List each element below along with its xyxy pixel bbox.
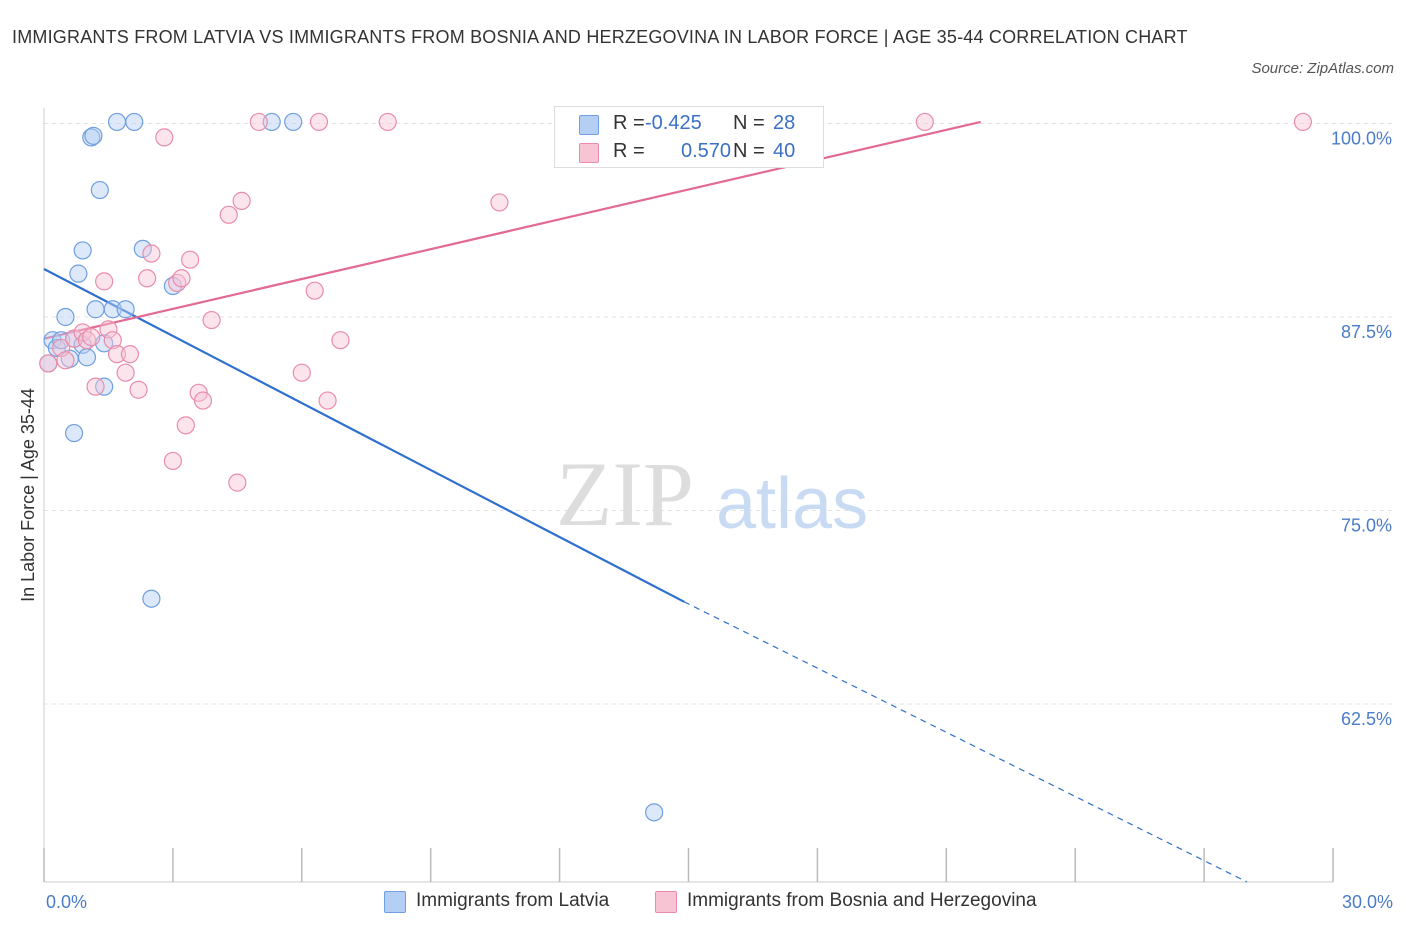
point-latvia <box>262 112 281 132</box>
point-latvia <box>142 589 161 608</box>
y-tick-label: 75.0% <box>1341 515 1392 535</box>
y-tick-label: 100.0% <box>1331 128 1392 148</box>
legend-swatch-bosnia <box>579 143 599 163</box>
point-bosnia <box>99 320 118 339</box>
data-points <box>39 112 1313 822</box>
point-bosnia <box>378 112 397 132</box>
y-axis-label: In Labor Force | Age 35-44 <box>18 388 38 602</box>
point-bosnia <box>318 391 337 410</box>
watermark-zip: ZIP <box>556 443 694 545</box>
chart-title: IMMIGRANTS FROM LATVIA VS IMMIGRANTS FRO… <box>12 27 1188 47</box>
point-bosnia <box>116 363 135 382</box>
point-bosnia <box>292 363 311 382</box>
legend-r-label: R = <box>613 140 645 162</box>
point-bosnia <box>155 128 174 147</box>
point-latvia <box>73 241 92 260</box>
point-bosnia <box>138 269 157 288</box>
point-bosnia <box>129 380 148 399</box>
tick-labels: 100.0% 87.5% 75.0% 62.5% 0.0% 30.0% <box>46 128 1393 912</box>
point-bosnia <box>1293 112 1313 132</box>
point-bosnia <box>163 451 182 471</box>
point-bosnia <box>331 331 350 350</box>
trend-lines <box>43 120 1248 883</box>
legend-r-label: R = <box>613 112 645 134</box>
point-bosnia <box>120 345 140 364</box>
point-bosnia <box>219 205 238 224</box>
point-latvia <box>103 300 122 319</box>
legend-r-value-latvia: -0.425 <box>645 112 702 134</box>
point-bosnia <box>82 328 101 347</box>
watermark-atlas: atlas <box>716 464 868 544</box>
legend-n-value-latvia: 28 <box>773 112 796 134</box>
bottom-legend-label-latvia: Immigrants from Latvia <box>416 890 610 911</box>
y-tick-label: 62.5% <box>1341 709 1392 729</box>
legend-n-label: N = <box>733 112 765 134</box>
point-bosnia <box>107 345 127 364</box>
point-bosnia <box>232 191 251 210</box>
trend-line-latvia <box>43 268 685 603</box>
point-bosnia <box>915 112 934 132</box>
point-bosnia <box>103 331 122 350</box>
bottom-legend-swatch-bosnia <box>655 891 677 913</box>
point-bosnia <box>95 272 114 291</box>
point-latvia <box>86 300 105 319</box>
point-bosnia <box>172 269 191 288</box>
point-bosnia <box>305 281 324 300</box>
point-latvia <box>125 112 144 132</box>
point-latvia <box>77 348 97 367</box>
watermark: ZIP atlas <box>556 443 868 545</box>
point-latvia <box>64 423 84 443</box>
legend-n-value-bosnia: 40 <box>773 140 796 162</box>
x-tick-label: 30.0% <box>1342 892 1393 912</box>
point-bosnia <box>180 250 200 269</box>
point-latvia <box>116 300 135 319</box>
point-bosnia <box>202 310 221 330</box>
legend-swatch-latvia <box>579 115 599 135</box>
x-tick-label: 0.0% <box>46 892 87 912</box>
point-latvia <box>84 126 103 145</box>
bottom-legend-swatch-latvia <box>384 891 406 913</box>
axes <box>43 108 1334 883</box>
point-bosnia <box>176 416 195 435</box>
trend-line-latvia-extension <box>683 601 1248 883</box>
point-latvia <box>133 239 152 258</box>
point-bosnia <box>309 112 329 132</box>
point-bosnia <box>39 354 58 373</box>
legend-n-label: N = <box>733 140 765 162</box>
point-bosnia <box>228 473 247 492</box>
gridlines <box>44 122 1393 705</box>
source-label: Source: ZipAtlas.com <box>1251 60 1394 77</box>
point-latvia <box>90 180 109 200</box>
point-latvia <box>284 112 303 132</box>
trend-line-bosnia <box>43 120 981 340</box>
point-latvia <box>69 264 88 283</box>
point-bosnia <box>193 391 213 410</box>
point-latvia <box>107 112 127 132</box>
point-latvia <box>645 803 664 822</box>
point-bosnia <box>86 377 105 396</box>
point-bosnia <box>490 193 509 212</box>
point-bosnia <box>142 244 161 263</box>
bottom-legend-label-bosnia: Immigrants from Bosnia and Herzegovina <box>687 890 1037 911</box>
y-tick-label: 87.5% <box>1341 322 1392 342</box>
point-bosnia <box>56 351 75 370</box>
point-bosnia <box>249 112 268 132</box>
legend-r-value-bosnia: 0.570 <box>681 140 732 162</box>
point-latvia <box>56 307 75 327</box>
correlation-legend: R = -0.425 N = 28 R = 0.570 N = 40 <box>554 106 824 168</box>
